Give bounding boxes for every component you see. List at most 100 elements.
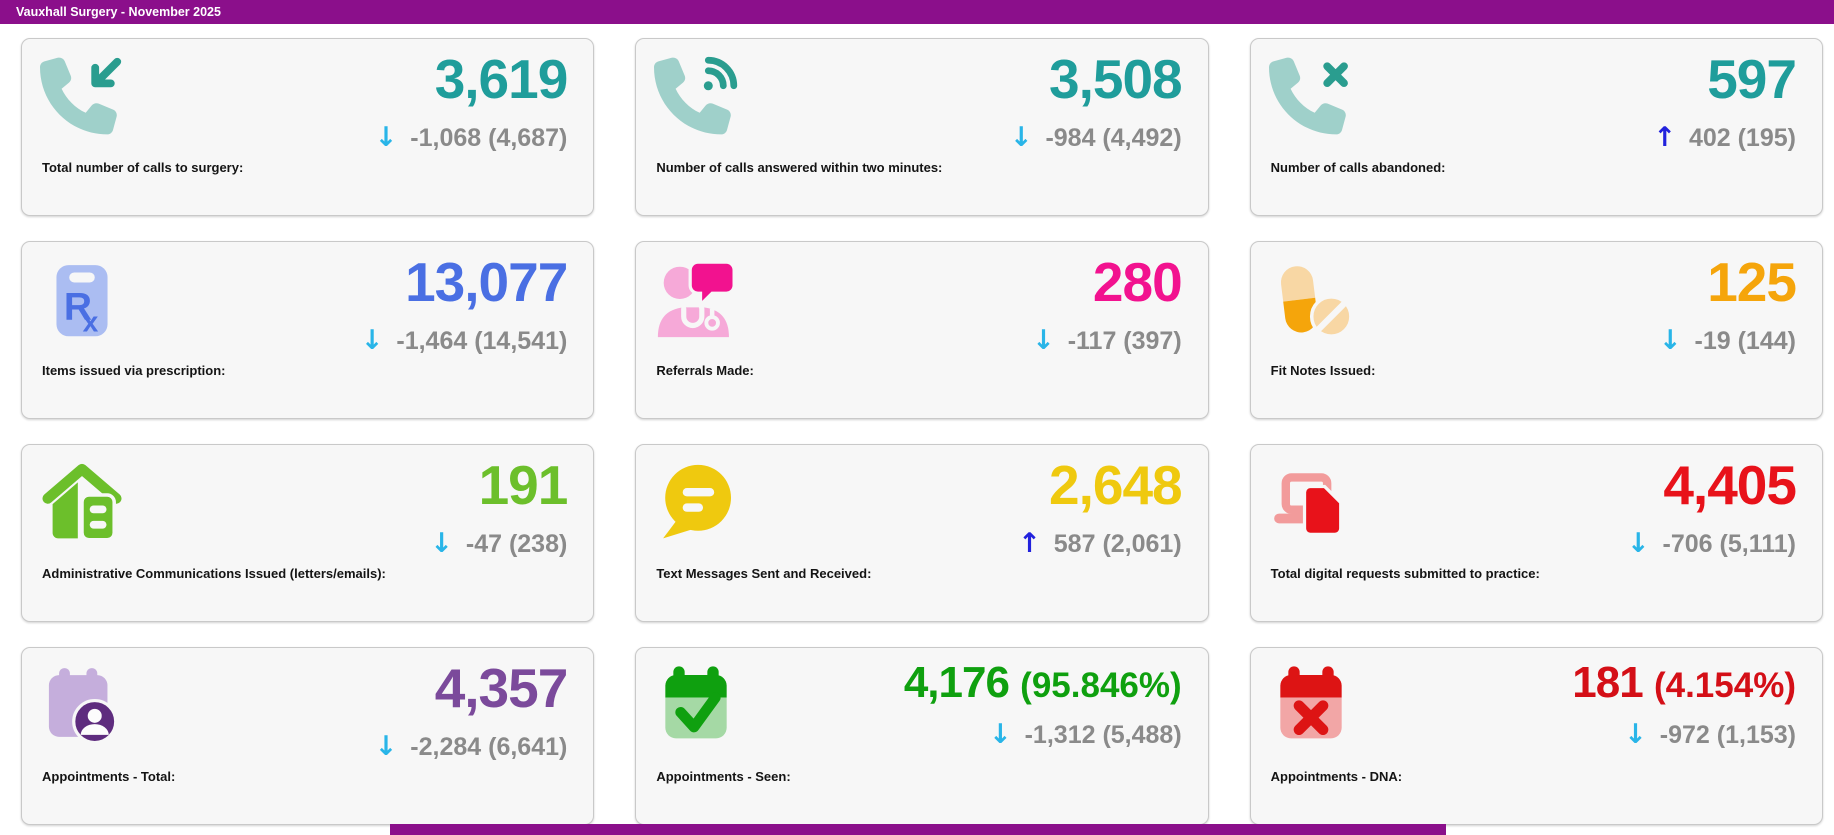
kpi-delta: ↑ 587 (2,061)	[1018, 528, 1182, 559]
kpi-value: 3,508	[1049, 48, 1183, 110]
kpi-value: 4,405	[1663, 454, 1797, 516]
kpi-label: Appointments - DNA:	[1270, 769, 1403, 784]
kpi-delta: ↓ -1,312 (5,488)	[904, 719, 1182, 750]
card-calls-total: 3,619 ↓ -1,068 (4,687) Total number of ca…	[21, 38, 595, 216]
kpi-value: 191	[478, 454, 569, 516]
trend-down-icon: ↓	[430, 527, 453, 559]
speech-bubble-icon	[654, 460, 738, 544]
kpi-value: 280	[1092, 251, 1183, 313]
horizontal-scrollbar-thumb[interactable]	[390, 824, 1446, 835]
kpi-percentage: (4.154%)	[1653, 666, 1796, 705]
trend-down-icon: ↓	[1624, 719, 1647, 751]
trend-down-icon: ↓	[360, 324, 384, 356]
kpi-percentage: (95.846%)	[1020, 666, 1182, 705]
kpi-stats: 2,648 ↑ 587 (2,061)	[1018, 454, 1183, 559]
kpi-delta: ↓ -19 (144)	[1659, 325, 1796, 356]
svg-text:R: R	[64, 285, 92, 328]
card-prescription-items: R x 13,077 ↓ -1,464 (14,541) Items issued…	[21, 241, 595, 419]
kpi-label: Appointments - Total:	[42, 769, 176, 784]
kpi-label: Administrative Communications Issued (le…	[42, 566, 386, 581]
kpi-value: 4,357	[434, 657, 569, 719]
kpi-label: Referrals Made:	[656, 363, 754, 378]
kpi-delta: ↑ 402 (195)	[1653, 122, 1796, 153]
card-appointments-total: 4,357 ↓ -2,284 (6,641) Appointments - Tot…	[21, 647, 595, 825]
trend-up-icon: ↑	[1018, 527, 1041, 559]
kpi-delta-text: -1,312 (5,488)	[1024, 721, 1182, 750]
kpi-delta-text: 402 (195)	[1688, 123, 1796, 152]
doctor-referral-icon	[654, 257, 738, 341]
trend-down-icon: ↓	[374, 730, 398, 762]
card-digital-requests: 4,405 ↓ -706 (5,111) Total digital reques…	[1249, 444, 1823, 622]
kpi-delta-text: -972 (1,153)	[1659, 721, 1796, 750]
trend-down-icon: ↓	[1658, 324, 1682, 356]
kpi-label: Items issued via prescription:	[42, 363, 226, 378]
card-calls-abandoned: 597 ↑ 402 (195) Number of calls abandoned…	[1249, 38, 1823, 216]
trend-down-icon: ↓	[1009, 121, 1033, 153]
kpi-stats: 3,508 ↓ -984 (4,492)	[1010, 48, 1183, 153]
trend-down-icon: ↓	[374, 121, 398, 153]
kpi-stats: 191 ↓ -47 (238)	[430, 454, 569, 559]
kpi-delta-text: -984 (4,492)	[1045, 123, 1182, 152]
phone-signal-icon	[654, 54, 738, 138]
kpi-stats: 280 ↓ -117 (397)	[1032, 251, 1183, 356]
kpi-delta: ↓ -984 (4,492)	[1010, 122, 1182, 153]
kpi-stats: 4,176 (95.846%) ↓ -1,312 (5,488)	[903, 658, 1182, 750]
trend-down-icon: ↓	[1032, 324, 1055, 356]
kpi-delta-text: -1,464 (14,541)	[396, 326, 568, 355]
kpi-value: 2,648	[1049, 454, 1183, 516]
title-bar: Vauxhall Surgery - November 2025	[0, 0, 1834, 24]
trend-down-icon: ↓	[1626, 527, 1650, 559]
kpi-delta: ↓ -2,284 (6,641)	[375, 731, 568, 762]
kpi-value: 13,077	[405, 251, 568, 313]
kpi-delta-text: -47 (238)	[465, 529, 568, 558]
trend-up-icon: ↑	[1653, 121, 1676, 153]
kpi-stats: 4,405 ↓ -706 (5,111)	[1627, 454, 1797, 559]
kpi-value: 597	[1707, 48, 1797, 110]
kpi-delta-text: 587 (2,061)	[1053, 529, 1182, 558]
kpi-stats: 13,077 ↓ -1,464 (14,541)	[361, 251, 569, 356]
card-fit-notes: 125 ↓ -19 (144) Fit Notes Issued:	[1249, 241, 1823, 419]
card-calls-answered-two-minutes: 3,508 ↓ -984 (4,492) Number of calls answ…	[635, 38, 1209, 216]
kpi-delta-text: -706 (5,111)	[1662, 529, 1796, 558]
kpi-delta-text: -117 (397)	[1067, 326, 1182, 355]
kpi-delta-text: -1,068 (4,687)	[410, 123, 568, 152]
kpi-stats: 181 (4.154%) ↓ -972 (1,153)	[1572, 658, 1796, 751]
card-appointments-dna: 181 (4.154%) ↓ -972 (1,153) Appointments …	[1249, 647, 1823, 825]
kpi-label: Text Messages Sent and Received:	[656, 566, 872, 581]
kpi-delta: ↓ -706 (5,111)	[1627, 528, 1796, 559]
kpi-label: Total digital requests submitted to prac…	[1270, 566, 1540, 581]
page-title: Vauxhall Surgery - November 2025	[16, 5, 221, 19]
kpi-delta: ↓ -1,464 (14,541)	[361, 325, 568, 356]
kpi-label: Fit Notes Issued:	[1270, 363, 1376, 378]
kpi-delta-text: -2,284 (6,641)	[410, 732, 568, 761]
phone-x-icon	[1268, 54, 1353, 138]
kpi-value: 181	[1572, 658, 1643, 707]
kpi-delta: ↓ -1,068 (4,687)	[375, 122, 568, 153]
card-appointments-seen: 4,176 (95.846%) ↓ -1,312 (5,488) Appointm…	[635, 647, 1209, 825]
kpi-delta-text: -19 (144)	[1694, 326, 1796, 355]
kpi-value: 4,176	[903, 658, 1010, 707]
card-admin-communications: 191 ↓ -47 (238) Administrative Communicat…	[21, 444, 595, 622]
calendar-x-icon	[1269, 663, 1353, 747]
kpi-stats: 125 ↓ -19 (144)	[1659, 251, 1797, 356]
kpi-value: 125	[1707, 251, 1797, 313]
kpi-label: Total number of calls to surgery:	[42, 160, 244, 175]
kpi-delta: ↓ -117 (397)	[1032, 325, 1182, 356]
kpi-delta: ↓ -47 (238)	[430, 528, 567, 559]
calendar-user-icon	[40, 663, 124, 747]
card-referrals-made: 280 ↓ -117 (397) Referrals Made:	[635, 241, 1209, 419]
kpi-label: Appointments - Seen:	[656, 769, 791, 784]
kpi-stats: 3,619 ↓ -1,068 (4,687)	[375, 48, 569, 153]
kpi-value: 3,619	[434, 48, 569, 110]
svg-text:x: x	[83, 306, 99, 338]
prescription-icon: R x	[40, 257, 124, 341]
phone-incoming-icon	[40, 54, 124, 138]
kpi-stats: 4,357 ↓ -2,284 (6,641)	[375, 657, 569, 762]
kpi-label: Number of calls abandoned:	[1270, 160, 1446, 175]
kpi-label: Number of calls answered within two minu…	[656, 160, 943, 175]
calendar-check-icon	[654, 663, 738, 747]
pills-icon	[1269, 257, 1353, 341]
card-text-messages: 2,648 ↑ 587 (2,061) Text Messages Sent an…	[635, 444, 1209, 622]
kpi-stats: 597 ↑ 402 (195)	[1653, 48, 1797, 153]
trend-down-icon: ↓	[988, 719, 1012, 751]
